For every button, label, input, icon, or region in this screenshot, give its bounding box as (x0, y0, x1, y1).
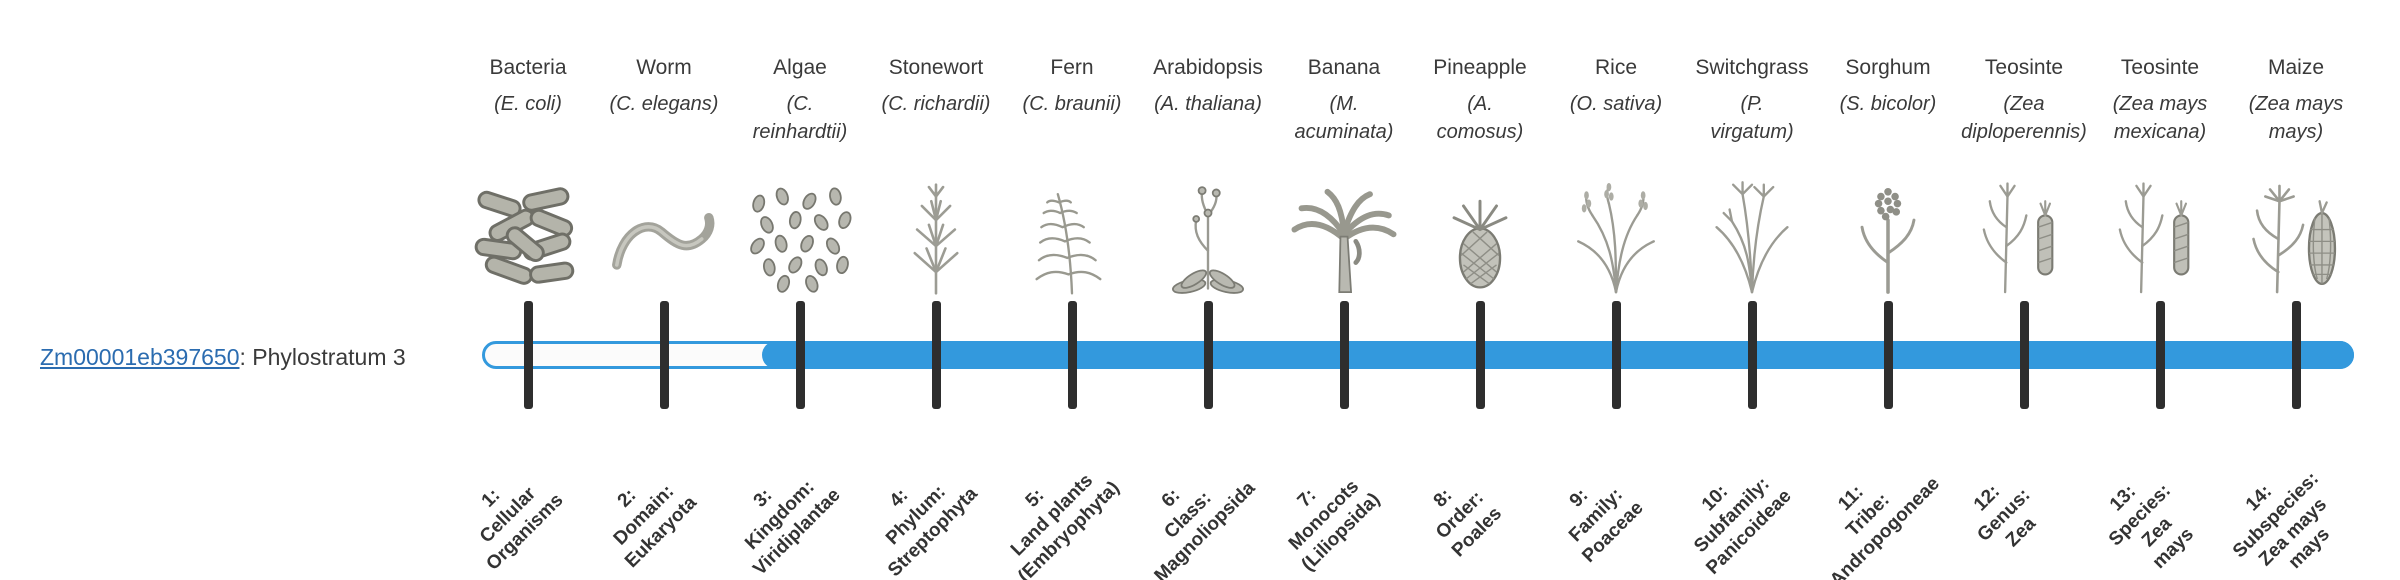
organism-column: Rice (O. sativa) (1541, 56, 1691, 298)
fern-icon (997, 180, 1147, 298)
organism-scientific-name: (O. sativa) (1569, 93, 1663, 115)
phylostratum-tick (932, 301, 941, 409)
phylostratum-tick (1204, 301, 1213, 409)
organism-common-name: Fern (1050, 56, 1094, 79)
organism-common-name: Teosinte (1984, 56, 2064, 79)
gene-label: Zm00001eb397650: Phylostratum 3 (40, 344, 406, 371)
organism-common-name: Banana (1307, 56, 1381, 79)
phylostratum-tick (2292, 301, 2301, 409)
phylostratum-tick (1068, 301, 1077, 409)
sorghum-icon (1813, 180, 1963, 298)
bacteria-icon (453, 180, 603, 298)
phylostratum-tick (1748, 301, 1757, 409)
organism-scientific-name: (M. acuminata) (1294, 93, 1394, 143)
stonewort-icon (861, 180, 1011, 298)
organism-scientific-name: (C. reinhardtii) (752, 93, 848, 143)
organism-scientific-name: (C. richardii) (881, 93, 991, 115)
maize-icon (2221, 180, 2371, 298)
phylostrata-track-fill (762, 341, 2354, 369)
organism-column: Teosinte (Zea diploperennis) (1949, 56, 2099, 298)
organism-scientific-name: (Zea mays mays) (2248, 93, 2344, 143)
organism-scientific-name: (C. braunii) (1022, 93, 1122, 115)
organism-column: Sorghum (S. bicolor) (1813, 56, 1963, 298)
organism-common-name: Stonewort (888, 56, 984, 79)
organism-common-name: Switchgrass (1695, 56, 1809, 79)
organism-common-name: Algae (773, 56, 827, 79)
phylostratum-tick (1612, 301, 1621, 409)
phylostratum-tick (1884, 301, 1893, 409)
phylostratum-tick (1476, 301, 1485, 409)
organism-scientific-name: (S. bicolor) (1839, 93, 1937, 115)
organism-common-name: Worm (636, 56, 692, 79)
rice-icon (1541, 180, 1691, 298)
organism-scientific-name: (Zea mays mexicana) (2112, 93, 2208, 143)
organism-column: Fern (C. braunii) (997, 56, 1147, 298)
organism-column: Banana (M. acuminata) (1269, 56, 1419, 298)
phylostratum-tick (2156, 301, 2165, 409)
algae-icon (725, 180, 875, 298)
organism-column: Stonewort (C. richardii) (861, 56, 1011, 298)
phylostratum-tick (796, 301, 805, 409)
arabidopsis-icon (1133, 180, 1283, 298)
phylostratum-tick (660, 301, 669, 409)
banana-icon (1269, 180, 1419, 298)
worm-icon (589, 180, 739, 298)
organism-common-name: Rice (1594, 56, 1637, 79)
switchgrass-icon (1677, 180, 1827, 298)
teosinte-icon (1949, 180, 2099, 298)
phylostratum-tick (524, 301, 533, 409)
pineapple-icon (1405, 180, 1555, 298)
phylostratum-tick (1340, 301, 1349, 409)
teosinte-icon (2085, 180, 2235, 298)
gene-phylostratum-text: : Phylostratum 3 (239, 344, 406, 370)
organism-column: Maize (Zea mays mays) (2221, 56, 2371, 298)
organism-scientific-name: (Zea diploperennis) (1961, 93, 2087, 143)
organism-column: Arabidopsis (A. thaliana) (1133, 56, 1283, 298)
organism-scientific-name: (A. comosus) (1436, 93, 1524, 143)
gene-id-link[interactable]: Zm00001eb397650 (40, 344, 240, 370)
organism-column: Worm (C. elegans) (589, 56, 739, 298)
phylostratum-tick (2020, 301, 2029, 409)
organism-column: Algae (C. reinhardtii) (725, 56, 875, 298)
organism-scientific-name: (C. elegans) (609, 93, 719, 115)
organism-scientific-name: (E. coli) (494, 93, 562, 115)
organism-scientific-name: (P. virgatum) (1710, 93, 1794, 143)
organism-column: Teosinte (Zea mays mexicana) (2085, 56, 2235, 298)
organism-column: Bacteria (E. coli) (453, 56, 603, 298)
organism-column: Pineapple (A. comosus) (1405, 56, 1555, 298)
organism-common-name: Bacteria (489, 56, 567, 79)
organism-common-name: Sorghum (1845, 56, 1931, 79)
organism-common-name: Arabidopsis (1153, 56, 1263, 79)
organism-common-name: Maize (2267, 56, 2325, 79)
organism-column: Switchgrass (P. virgatum) (1677, 56, 1827, 298)
organism-scientific-name: (A. thaliana) (1154, 93, 1262, 115)
organism-common-name: Teosinte (2120, 56, 2200, 79)
organism-common-name: Pineapple (1433, 56, 1527, 79)
